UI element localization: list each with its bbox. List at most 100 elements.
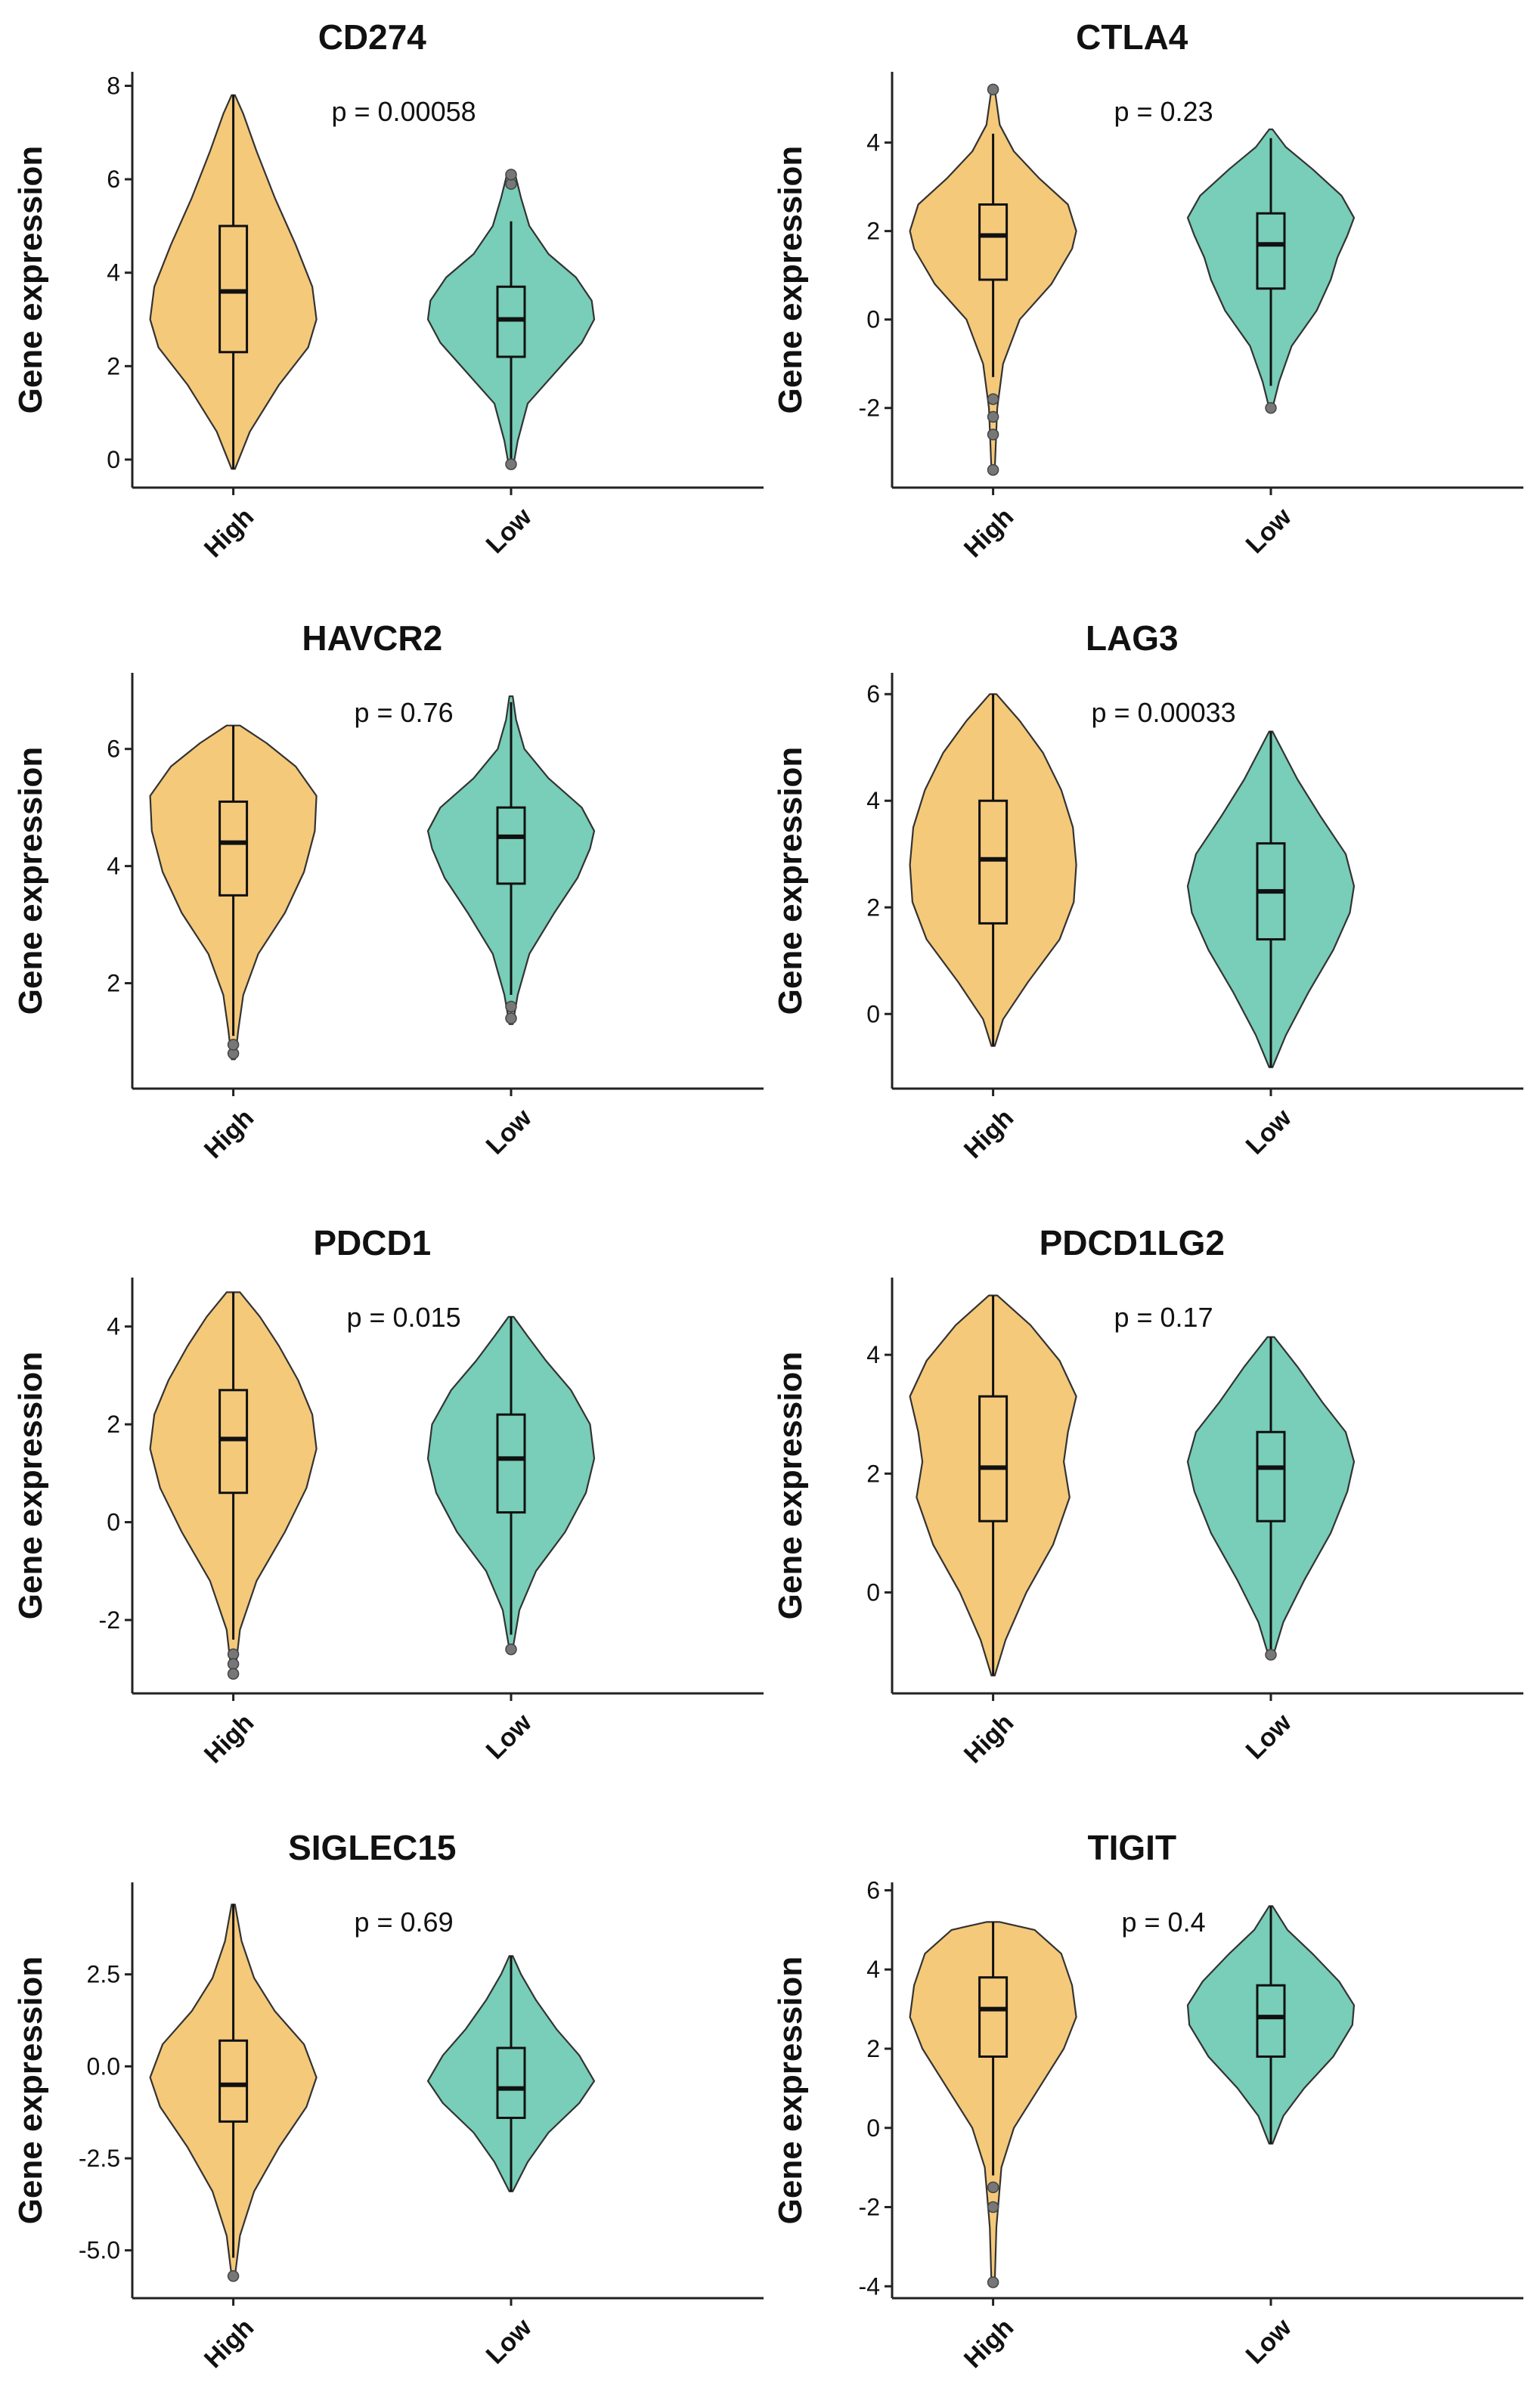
box-high [978,1395,1009,1523]
y-tick-label: 0.0 [87,2052,120,2080]
panel-pdcd1: PDCD1 Gene expression -2 0 2 4 p = 0.015 High Lo… [12,1223,764,1769]
y-tick-label: -2 [859,395,880,422]
outlier-point [987,83,999,96]
y-axis-label: Gene expression [772,1352,809,1620]
x-tick-label: Low [481,1103,538,1160]
y-tick-label: 0 [866,306,880,333]
panel-title: CTLA4 [1076,17,1188,57]
x-tick-label: High [959,1104,1019,1164]
outlier-point [987,463,999,476]
y-axis-label: Gene expression [772,1956,809,2225]
y-tick-label: -2 [99,1606,120,1634]
y-tick-label: 0 [866,2114,880,2142]
panel-title: SIGLEC15 [288,1828,456,1867]
y-tick-label: 4 [866,129,880,156]
x-tick-label: Low [1241,2313,1297,2369]
y-tick-label: 0 [866,1578,880,1606]
outlier-point [987,393,999,405]
y-tick-label: 6 [107,736,120,763]
box-low [1256,1984,1286,2058]
outlier-point [505,169,517,181]
y-tick-label: -2.5 [79,2145,120,2172]
panel-cd274: CD274 Gene expression 0 2 4 6 8 p = 0.00058 High… [12,17,764,563]
y-tick-label: 6 [107,166,120,193]
x-tick-label: Low [1241,1103,1297,1160]
p-value-label: p = 0.76 [354,697,453,728]
outlier-point [987,429,999,441]
y-tick-label: 2 [866,2035,880,2062]
y-tick-label: 4 [866,787,880,814]
y-tick-label: -2 [859,2194,880,2221]
outlier-point [1265,1649,1277,1661]
box-high [978,1976,1009,2058]
box-low [496,1413,526,1514]
outlier-point [227,2270,240,2282]
box-low [1256,212,1286,290]
y-tick-label: 0 [107,1509,120,1536]
y-tick-label: 2.5 [87,1961,120,1988]
panel-title: LAG3 [1086,618,1179,658]
y-tick-label: 4 [107,1313,120,1340]
y-tick-label: 4 [866,1956,880,1983]
box-high [978,799,1009,925]
y-tick-label: 0 [107,446,120,473]
outlier-point [227,1039,240,1051]
p-value-label: p = 0.00033 [1091,697,1235,728]
box-low [496,2046,526,2120]
x-tick-label: High [199,1104,259,1164]
p-value-label: p = 0.23 [1114,96,1213,127]
panel-title: HAVCR2 [302,618,442,658]
outlier-point [987,2201,999,2213]
outlier-point [227,1668,240,1680]
outlier-point [505,1012,517,1024]
outlier-point [505,458,517,470]
p-value-label: p = 0.00058 [331,96,476,127]
y-tick-label: 4 [866,1341,880,1368]
x-tick-label: High [959,2313,1019,2374]
box-high [218,225,249,354]
x-tick-label: Low [481,502,538,559]
x-tick-label: Low [481,1708,538,1764]
outlier-point [505,1000,517,1013]
panel-title: CD274 [318,17,427,57]
x-tick-label: High [199,1709,259,1769]
outlier-point [987,410,999,423]
y-tick-label: -5.0 [79,2237,120,2264]
p-value-label: p = 0.69 [354,1907,453,1938]
y-axis-label: Gene expression [772,747,809,1015]
box-high [218,1389,249,1495]
box-high [978,203,1009,281]
y-tick-label: 2 [866,218,880,245]
y-tick-label: 6 [866,1876,880,1904]
y-tick-label: 8 [107,73,120,100]
box-high [218,800,249,897]
p-value-label: p = 0.4 [1122,1907,1206,1938]
y-axis-label: Gene expression [772,146,809,414]
y-tick-label: 6 [866,680,880,708]
y-tick-label: 2 [107,970,120,997]
p-value-label: p = 0.015 [346,1302,460,1333]
x-tick-label: Low [481,2313,538,2369]
y-tick-label: 2 [866,894,880,921]
y-axis-label: Gene expression [12,146,49,414]
panel-pdcd1lg2: PDCD1LG2 Gene expression 0 2 4 p = 0.17 High Lo… [772,1223,1523,1769]
x-tick-label: High [959,1709,1019,1769]
box-low [496,806,526,885]
panel-siglec15: SIGLEC15 Gene expression -5.0 -2.5 0.0 2.5 p =… [12,1828,764,2374]
x-tick-label: Low [1241,502,1297,559]
outlier-point [505,1643,517,1656]
x-tick-label: High [959,503,1019,563]
x-tick-label: Low [1241,1708,1297,1764]
outlier-point [987,2181,999,2194]
p-value-label: p = 0.17 [1114,1302,1213,1333]
outlier-point [987,2276,999,2288]
x-tick-label: High [199,503,259,563]
panel-title: PDCD1 [313,1223,431,1262]
box-high [218,2039,249,2123]
x-tick-label: High [199,2313,259,2374]
box-low [496,285,526,358]
panel-title: TIGIT [1088,1828,1177,1867]
outlier-point [227,1648,240,1660]
panel-title: PDCD1LG2 [1040,1223,1225,1262]
